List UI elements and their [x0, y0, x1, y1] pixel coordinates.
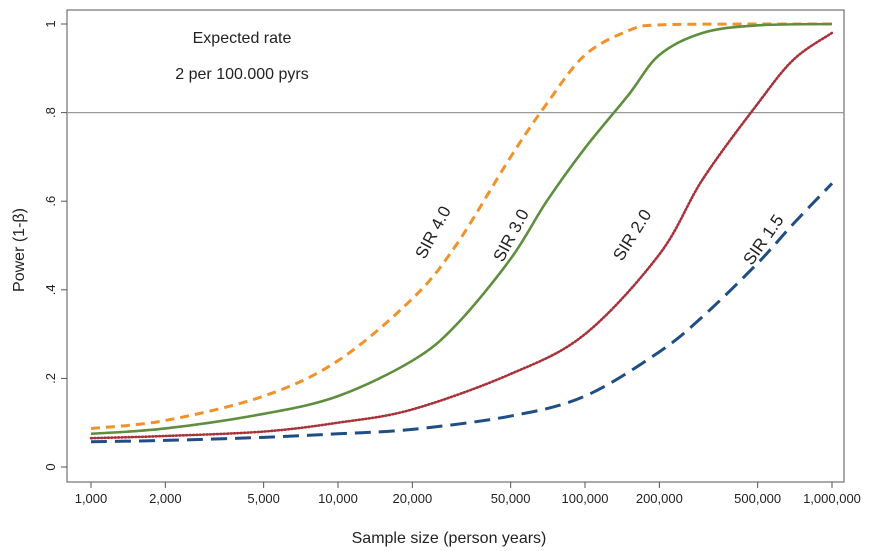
- y-tick-label: .4: [43, 284, 58, 295]
- y-tick-label: .6: [43, 196, 58, 207]
- annotation-expected-rate: Expected rate: [193, 30, 292, 47]
- plot-area: [66, 9, 845, 483]
- series-label-sir-4: SIR 4.0: [411, 203, 454, 262]
- x-tick-label: 2,000: [149, 491, 182, 506]
- y-tick-label: .8: [43, 107, 58, 118]
- x-tick-label: 200,000: [636, 491, 683, 506]
- series-line-4: [90, 182, 834, 444]
- x-tick-label: 1,000,000: [803, 491, 861, 506]
- x-tick-label: 20,000: [392, 491, 432, 506]
- chart-text: Expected rate 2 per 100.000 pyrs Sample …: [11, 30, 788, 547]
- x-tick-label: 10,000: [318, 491, 358, 506]
- series-group: [89, 22, 834, 444]
- series-label-sir-2: SIR 2.0: [609, 206, 655, 264]
- x-tick-label: 5,000: [247, 491, 280, 506]
- x-tick-label: 100,000: [562, 491, 609, 506]
- series-line-2: [90, 22, 833, 436]
- x-axis-title: Sample size (person years): [352, 530, 547, 547]
- x-tick-label: 500,000: [734, 491, 781, 506]
- annotation-rate-value: 2 per 100.000 pyrs: [175, 66, 308, 83]
- axes: 1,000 2,000 5,000 10,000 20,000 50,000 100,000…: [43, 20, 861, 506]
- y-tick-label: 0: [43, 463, 58, 470]
- series-line-1: [90, 22, 832, 430]
- series-line-3: [89, 31, 834, 440]
- plot-border: [66, 9, 845, 483]
- y-tick-label: .2: [43, 373, 58, 384]
- x-tick-label: 50,000: [491, 491, 531, 506]
- y-tick-label: 1: [43, 20, 58, 27]
- y-axis-title: Power (1-β): [11, 208, 28, 292]
- x-tick-label: 1,000: [75, 491, 108, 506]
